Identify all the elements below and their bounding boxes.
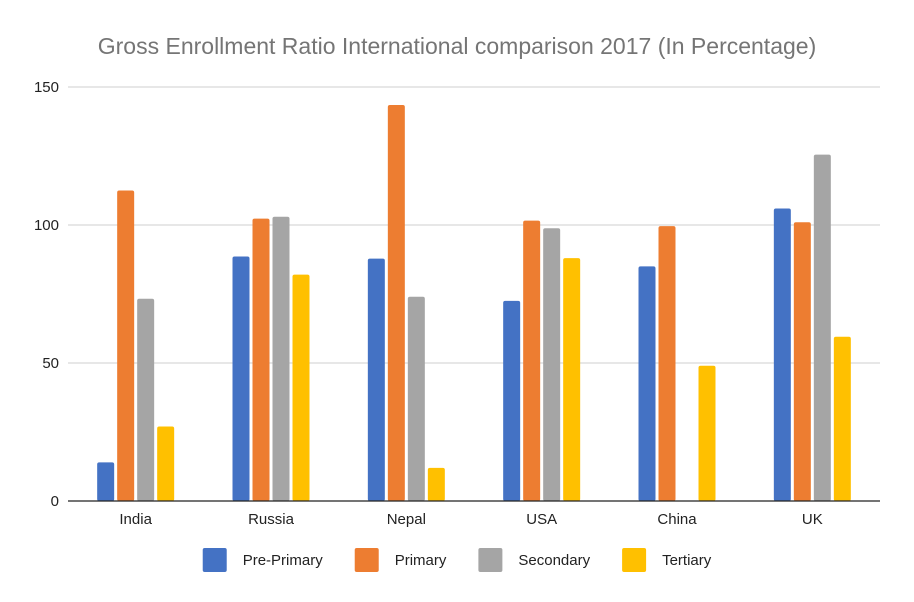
bar-india-tertiary (157, 426, 175, 501)
bar-uk-secondary (813, 154, 831, 501)
legend-label-secondary: Secondary (518, 552, 590, 569)
bar-china-tertiary (698, 365, 716, 501)
legend-swatch-tertiary (622, 548, 647, 572)
bar-usa-pre-primary (503, 300, 521, 501)
legend-label-primary: Primary (395, 552, 447, 569)
bar-uk-tertiary (833, 336, 851, 501)
bar-india-pre-primary (97, 462, 115, 501)
bar-russia-pre-primary (232, 256, 250, 501)
legend-swatch-pre-primary (202, 548, 227, 572)
axes: 0 50 100 150 India Russia Nepal USA China UK (34, 79, 880, 528)
bar-nepal-primary (387, 104, 405, 501)
bar-india-primary (117, 190, 135, 501)
bar-nepal-tertiary (427, 467, 445, 501)
legend-swatch-primary (354, 548, 379, 572)
bar-nepal-secondary (407, 296, 425, 501)
bar-russia-tertiary (292, 274, 310, 501)
chart-title: Gross Enrollment Ratio International com… (98, 33, 816, 59)
bar-usa-primary (523, 220, 541, 502)
bar-russia-primary (252, 218, 270, 502)
bar-usa-secondary (543, 228, 561, 501)
legend-label-tertiary: Tertiary (662, 552, 712, 569)
bars (97, 104, 851, 502)
y-tick-label: 0 (51, 493, 59, 510)
legend-label-pre-primary: Pre-Primary (243, 552, 324, 569)
x-tick-label-india: India (119, 511, 152, 528)
x-tick-label-uk: UK (802, 511, 823, 528)
legend-swatch-secondary (478, 548, 503, 572)
y-tick-label: 100 (34, 217, 59, 234)
bar-uk-pre-primary (773, 208, 791, 501)
bar-china-pre-primary (638, 266, 656, 501)
gridlines (68, 86, 880, 364)
x-tick-label-china: China (657, 511, 697, 528)
bar-india-secondary (137, 298, 155, 501)
bar-usa-tertiary (563, 258, 581, 501)
y-tick-label: 50 (42, 355, 59, 372)
y-tick-label: 150 (34, 79, 59, 96)
bar-nepal-pre-primary (367, 258, 385, 501)
x-tick-label-usa: USA (526, 511, 557, 528)
x-tick-label-nepal: Nepal (387, 511, 426, 528)
legend: Pre-Primary Primary Secondary Tertiary (202, 548, 712, 572)
x-tick-label-russia: Russia (248, 511, 295, 528)
bar-china-primary (658, 226, 676, 501)
bar-russia-secondary (272, 216, 290, 501)
bar-uk-primary (793, 222, 811, 502)
